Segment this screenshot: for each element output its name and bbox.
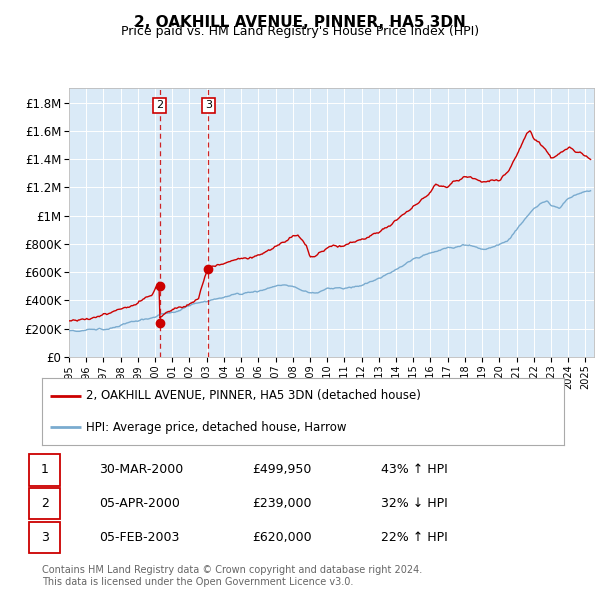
Text: £499,950: £499,950 — [252, 463, 311, 477]
Text: 2: 2 — [41, 497, 49, 510]
Text: 3: 3 — [205, 100, 212, 110]
Text: 05-FEB-2003: 05-FEB-2003 — [99, 530, 179, 544]
Text: 22% ↑ HPI: 22% ↑ HPI — [381, 530, 448, 544]
Text: Price paid vs. HM Land Registry's House Price Index (HPI): Price paid vs. HM Land Registry's House … — [121, 25, 479, 38]
Text: 2, OAKHILL AVENUE, PINNER, HA5 3DN: 2, OAKHILL AVENUE, PINNER, HA5 3DN — [134, 15, 466, 30]
Text: 1: 1 — [41, 463, 49, 477]
Text: HPI: Average price, detached house, Harrow: HPI: Average price, detached house, Harr… — [86, 421, 347, 434]
Text: 2: 2 — [156, 100, 163, 110]
Text: 30-MAR-2000: 30-MAR-2000 — [99, 463, 183, 477]
Text: 32% ↓ HPI: 32% ↓ HPI — [381, 497, 448, 510]
Text: £620,000: £620,000 — [252, 530, 311, 544]
Text: 43% ↑ HPI: 43% ↑ HPI — [381, 463, 448, 477]
Text: 05-APR-2000: 05-APR-2000 — [99, 497, 180, 510]
Text: Contains HM Land Registry data © Crown copyright and database right 2024.
This d: Contains HM Land Registry data © Crown c… — [42, 565, 422, 587]
Text: £239,000: £239,000 — [252, 497, 311, 510]
Text: 3: 3 — [41, 530, 49, 544]
Text: 2, OAKHILL AVENUE, PINNER, HA5 3DN (detached house): 2, OAKHILL AVENUE, PINNER, HA5 3DN (deta… — [86, 389, 421, 402]
